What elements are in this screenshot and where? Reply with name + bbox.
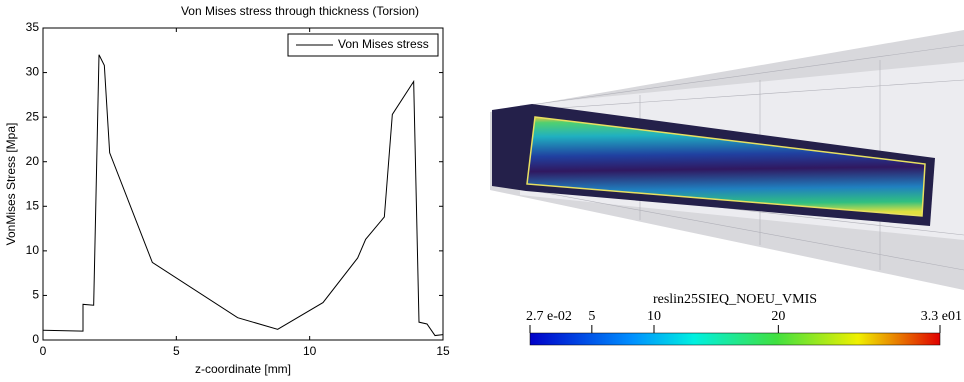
colorbar-tick-label: 20	[771, 309, 785, 324]
colorbar-tick-label: 3.3 e01	[921, 309, 962, 324]
plot-area	[43, 28, 443, 340]
y-tick-label: 35	[26, 20, 40, 34]
y-axis-label: VonMises Stress [Mpa]	[4, 123, 18, 246]
data-line	[43, 55, 443, 336]
colorbar-tick-label: 2.7 e-02	[526, 309, 572, 324]
chart-title: Von Mises stress through thickness (Tors…	[181, 4, 419, 18]
y-tick-label: 10	[26, 243, 40, 257]
x-tick-label: 0	[40, 344, 47, 358]
x-axis-label: z-coordinate [mm]	[195, 362, 291, 376]
x-tick-label: 5	[173, 344, 180, 358]
colorbar-title: reslin25SIEQ_NOEU_VMIS	[653, 292, 817, 307]
x-tick-label: 15	[436, 344, 450, 358]
y-tick-label: 15	[26, 198, 40, 212]
colorbar-tick-label: 5	[588, 309, 595, 324]
figure: reslin25SIEQ_NOEU_VMIS Von Mises stress …	[0, 0, 964, 382]
y-tick-label: 0	[32, 332, 39, 346]
y-tick-label: 30	[26, 65, 40, 79]
colorbar-tick-label: 10	[647, 309, 661, 324]
colorbar	[530, 333, 940, 345]
y-tick-label: 25	[26, 109, 40, 123]
page: reslin25SIEQ_NOEU_VMIS Von Mises stress …	[0, 0, 964, 382]
fem-render	[490, 30, 964, 290]
x-tick-label: 10	[303, 344, 317, 358]
legend-label: Von Mises stress	[338, 37, 429, 51]
y-tick-label: 20	[26, 154, 40, 168]
y-tick-label: 5	[32, 288, 39, 302]
